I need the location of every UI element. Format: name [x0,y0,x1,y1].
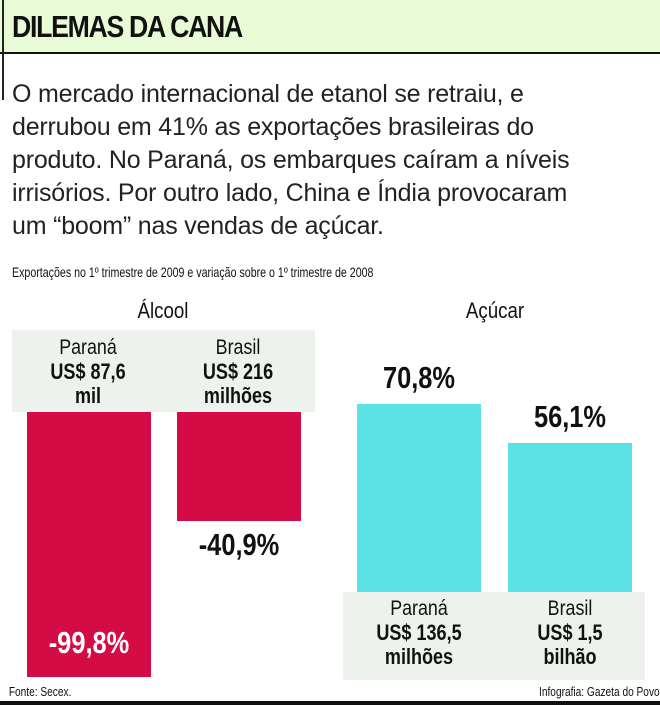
amount: US$ 216 [202,359,274,384]
bar-alcool-brasil [177,412,301,521]
chart-subtitle: Exportações no 1º trimestre de 2009 e va… [12,264,374,280]
label-acucar-parana: Paraná US$ 136,5 milhões [344,597,494,669]
group-title-acucar: Açúcar [465,298,525,323]
acucar-label-box [343,592,645,680]
data-label: -40,9% [198,526,280,562]
intro-line: irrisórios. Por outro lado, China e Índi… [12,179,568,207]
label-alcool-brasil: Brasil US$ 216 milhões [163,336,313,408]
header: DILEMAS DA CANA [0,0,660,54]
intro-line: produto. No Paraná, os embarques caíram … [12,146,570,174]
data-label: -99,8% [48,625,130,661]
bar-acucar-brasil [508,442,632,592]
intro-line: um “boom” nas vendas de açúcar. [12,212,384,240]
data-label: 56,1% [533,398,607,434]
region: Brasil [215,336,261,359]
unit: mil [74,383,102,408]
bar-acucar-paran [357,403,481,592]
region: Paraná [390,597,448,620]
accent-border [2,0,4,100]
bottom-rule [0,701,660,705]
unit: bilhão [543,644,597,669]
intro-line: O mercado internacional de etanol se ret… [12,80,524,108]
amount: US$ 1,5 [537,620,603,645]
region: Paraná [59,336,117,359]
label-acucar-brasil: Brasil US$ 1,5 bilhão [495,597,645,669]
title: DILEMAS DA CANA [12,9,243,44]
credit: Infografia: Gazeta do Povo [539,684,660,699]
amount: US$ 136,5 [376,620,462,645]
label-alcool-parana: Paraná US$ 87,6 mil [13,336,163,408]
alcool-label-box [12,330,315,412]
region: Brasil [547,597,593,620]
intro-text: O mercado internacional de etanol se ret… [12,78,652,243]
amount: US$ 87,6 [50,359,126,384]
unit: milhões [384,644,454,669]
group-title-alcool: Álcool [137,298,189,323]
data-label: 70,8% [382,359,456,395]
source: Fonte: Secex. [8,684,72,699]
bar-alcool-paran [27,412,151,678]
intro-line: derrubou em 41% as exportações brasileir… [12,113,534,141]
unit: milhões [203,383,273,408]
